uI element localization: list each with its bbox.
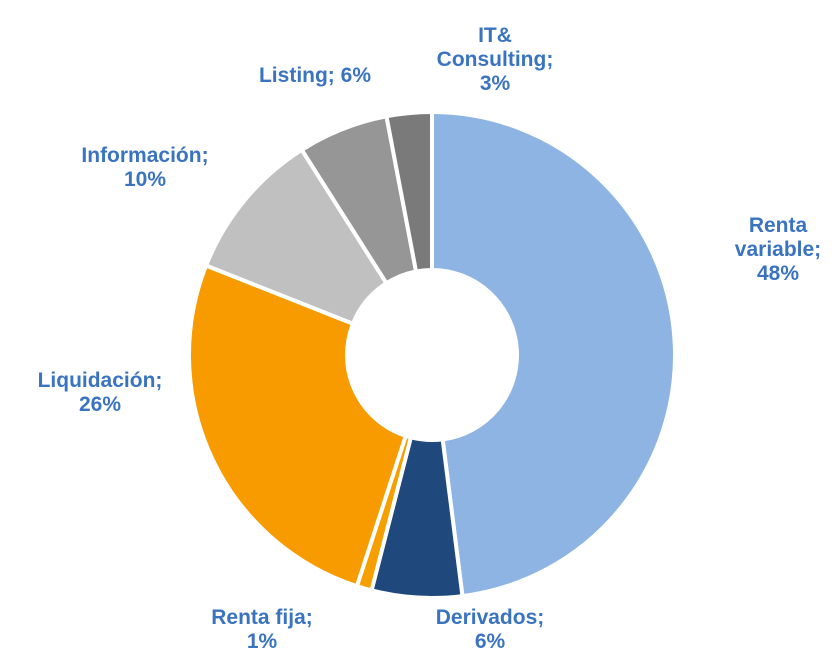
value-label: 10% xyxy=(123,168,167,191)
category-label: Información; xyxy=(81,144,209,167)
value-label: 6% xyxy=(474,630,506,653)
data-label: IT& Consulting; 3% xyxy=(430,24,560,96)
data-label: Listing; 6% xyxy=(215,64,415,88)
category-label: Derivados; xyxy=(435,606,545,629)
value-label: 48% xyxy=(756,262,800,285)
data-label: Renta fija; 1% xyxy=(202,606,322,654)
category-label: Renta fija; xyxy=(211,606,313,629)
value-label: 3% xyxy=(479,72,511,95)
data-label: Información; 10% xyxy=(80,144,210,192)
donut-slice xyxy=(187,262,409,589)
value-label: 6% xyxy=(340,64,372,87)
value-label: 26% xyxy=(78,393,122,416)
data-label: Renta variable; 48% xyxy=(723,214,833,286)
category-label: Listing; xyxy=(258,64,335,87)
category-label: Renta variable; xyxy=(734,214,822,261)
category-label: IT& Consulting; xyxy=(436,24,554,71)
donut-slice xyxy=(384,109,434,274)
category-label: Liquidación; xyxy=(37,369,163,392)
data-label: Liquidación; 26% xyxy=(30,369,170,417)
value-label: 1% xyxy=(246,630,278,653)
data-label: Derivados; 6% xyxy=(430,606,550,654)
donut-slice xyxy=(203,147,390,327)
donut-slice xyxy=(430,109,677,599)
